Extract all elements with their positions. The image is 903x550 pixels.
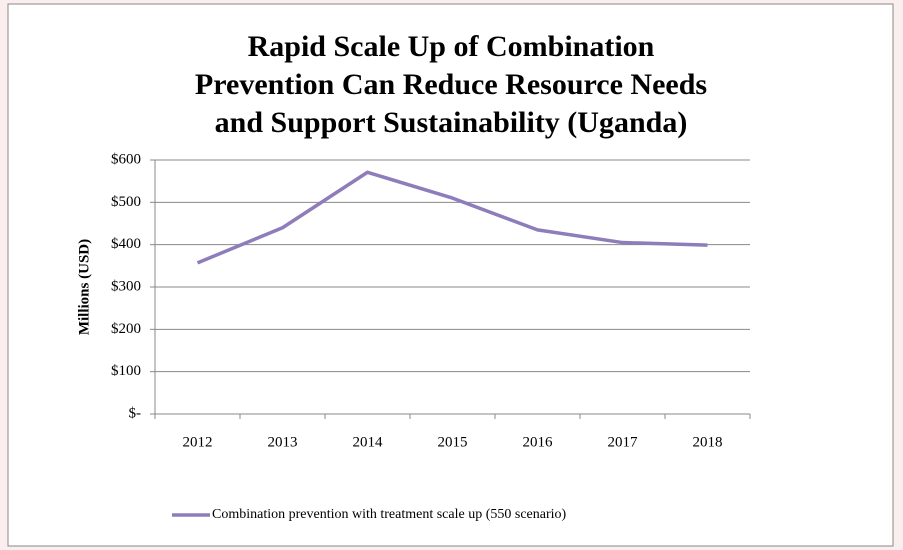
x-tick-label: 2012 bbox=[183, 434, 213, 450]
x-tick-label: 2014 bbox=[353, 434, 384, 450]
y-tick-label: $600 bbox=[111, 151, 141, 167]
x-tick-label: 2015 bbox=[438, 434, 468, 450]
y-tick-label: $500 bbox=[111, 194, 141, 210]
y-axis-label: Millions (USD) bbox=[76, 239, 92, 335]
chart-title: Prevention Can Reduce Resource Needs bbox=[195, 68, 707, 101]
x-tick-label: 2017 bbox=[608, 434, 639, 450]
y-tick-label: $200 bbox=[111, 321, 141, 337]
x-tick-label: 2018 bbox=[693, 434, 723, 450]
chart-title: and Support Sustainability (Uganda) bbox=[215, 106, 688, 139]
y-tick-label: $300 bbox=[111, 278, 141, 294]
y-tick-label: $- bbox=[129, 405, 142, 421]
y-tick-label: $400 bbox=[111, 236, 141, 252]
y-tick-label: $100 bbox=[111, 363, 141, 379]
data-line bbox=[196, 170, 708, 265]
x-tick-label: 2013 bbox=[268, 434, 298, 450]
chart-title: Rapid Scale Up of Combination bbox=[248, 30, 655, 63]
x-tick-label: 2016 bbox=[523, 434, 554, 450]
legend-label: Combination prevention with treatment sc… bbox=[212, 507, 567, 522]
